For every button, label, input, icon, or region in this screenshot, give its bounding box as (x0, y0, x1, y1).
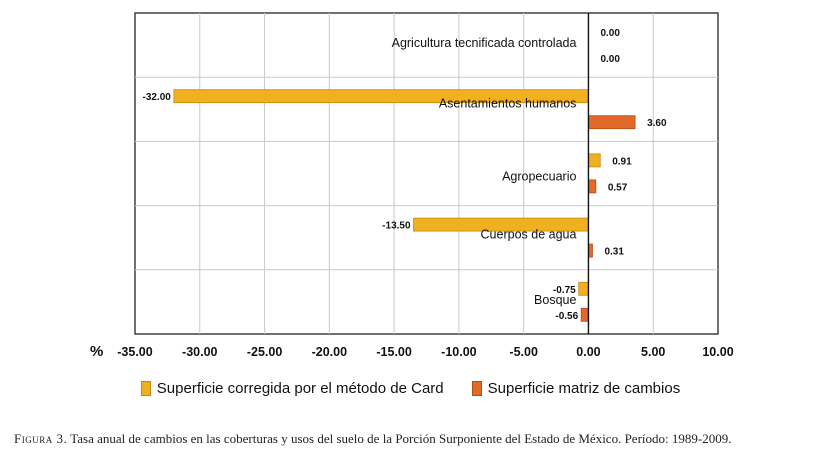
legend-item-matrix: Superficie matriz de cambios (471, 380, 681, 397)
legend-item-card: Superficie corregida por el método de Ca… (140, 380, 444, 397)
bars: 0.00 0.00 Agricultura tecnificada controla… (143, 28, 667, 322)
data-label: -0.75 (553, 285, 576, 296)
legend-swatch-matrix (471, 381, 482, 396)
chart: 0.00 0.00 Agricultura tecnificada controla… (90, 12, 734, 360)
bar-card (588, 153, 601, 168)
x-tick-label: 0.00 (576, 345, 600, 359)
bar-matrix (580, 307, 589, 322)
x-tick-label: -20.00 (312, 345, 347, 359)
data-label: -0.56 (555, 311, 578, 322)
x-axis-ticks: -35.00 -30.00 -25.00 -20.00 -15.00 -10.00 -5.0… (117, 345, 733, 359)
data-label: -32.00 (143, 92, 172, 103)
x-tick-label: -30.00 (182, 345, 217, 359)
figure-caption-text: Tasa anual de cambios en las coberturas … (70, 431, 732, 446)
figure-number: Figura 3. (14, 431, 68, 446)
x-tick-label: 10.00 (702, 345, 733, 359)
data-label: 3.60 (647, 118, 667, 129)
x-tick-label: -25.00 (247, 345, 282, 359)
x-axis-label: % (90, 343, 103, 360)
legend-swatch-card (140, 381, 151, 396)
figure-caption: Figura 3. Tasa anual de cambios en las c… (14, 428, 809, 449)
data-label: 0.91 (612, 156, 632, 167)
bar-card (578, 281, 589, 296)
plot-area (134, 12, 719, 335)
data-label: -13.50 (382, 221, 411, 232)
x-tick-label: -5.00 (509, 345, 538, 359)
data-label: 0.00 (600, 28, 620, 39)
x-tick-label: -10.00 (441, 345, 476, 359)
category-label: Agropecuario (502, 170, 576, 184)
x-tick-label: -35.00 (117, 345, 152, 359)
category-label: Agricultura tecnificada controlada (392, 36, 577, 50)
bar-matrix (588, 115, 636, 130)
legend-label-card: Superficie corregida por el método de Ca… (156, 380, 444, 397)
data-label: 0.00 (600, 54, 620, 65)
category-label: Bosque (534, 293, 576, 307)
category-label: Asentamientos humanos (439, 96, 577, 110)
x-tick-label: 5.00 (641, 345, 665, 359)
bar-matrix (588, 179, 597, 194)
data-label: 0.57 (608, 182, 628, 193)
x-tick-label: -15.00 (376, 345, 411, 359)
category-label: Cuerpos de agua (481, 228, 577, 242)
data-label: 0.31 (604, 247, 624, 258)
legend: Superficie corregida por el método de Ca… (0, 380, 821, 397)
grid-lines (135, 13, 718, 334)
legend-label-matrix: Superficie matriz de cambios (487, 380, 681, 397)
